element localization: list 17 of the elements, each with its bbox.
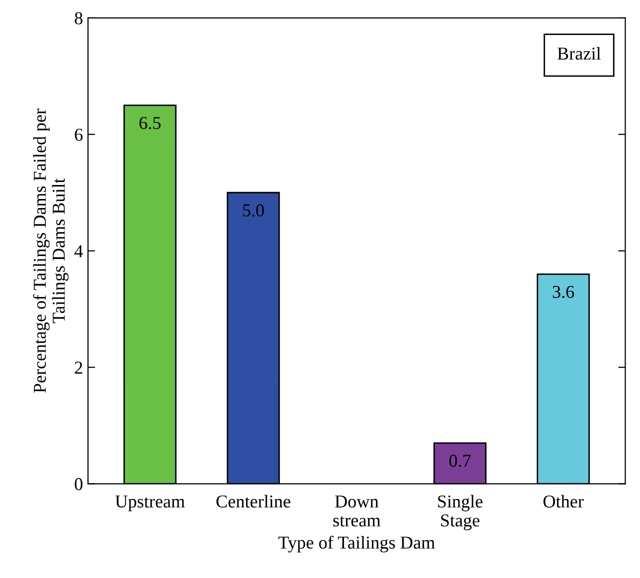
data-label: 0.7 [449, 454, 471, 467]
y-tick-label: 4 [74, 245, 83, 258]
x-tick-label: Other [543, 494, 584, 508]
x-axis-title: Type of Tailings Dam [278, 536, 435, 552]
y-tick-label: 8 [74, 12, 82, 24]
y-tick-label: 2 [74, 362, 82, 374]
x-tick-label: Centerline [216, 494, 290, 508]
data-label: 6.5 [139, 116, 161, 130]
x-tick-label: Down stream [333, 496, 380, 526]
y-tick-label: 6 [74, 128, 83, 141]
y-tick-label: 0 [74, 478, 82, 490]
annotation: Brazil [558, 47, 601, 60]
x-tick-label: Single Stage [438, 494, 482, 530]
x-tick-label: Upstream [115, 496, 185, 512]
data-label: 5.0 [243, 204, 264, 217]
y-axis-title: Percentage of Tailings Dams Failed per Tailings Dams Built [33, 108, 69, 393]
data-label: 3.6 [552, 286, 574, 298]
